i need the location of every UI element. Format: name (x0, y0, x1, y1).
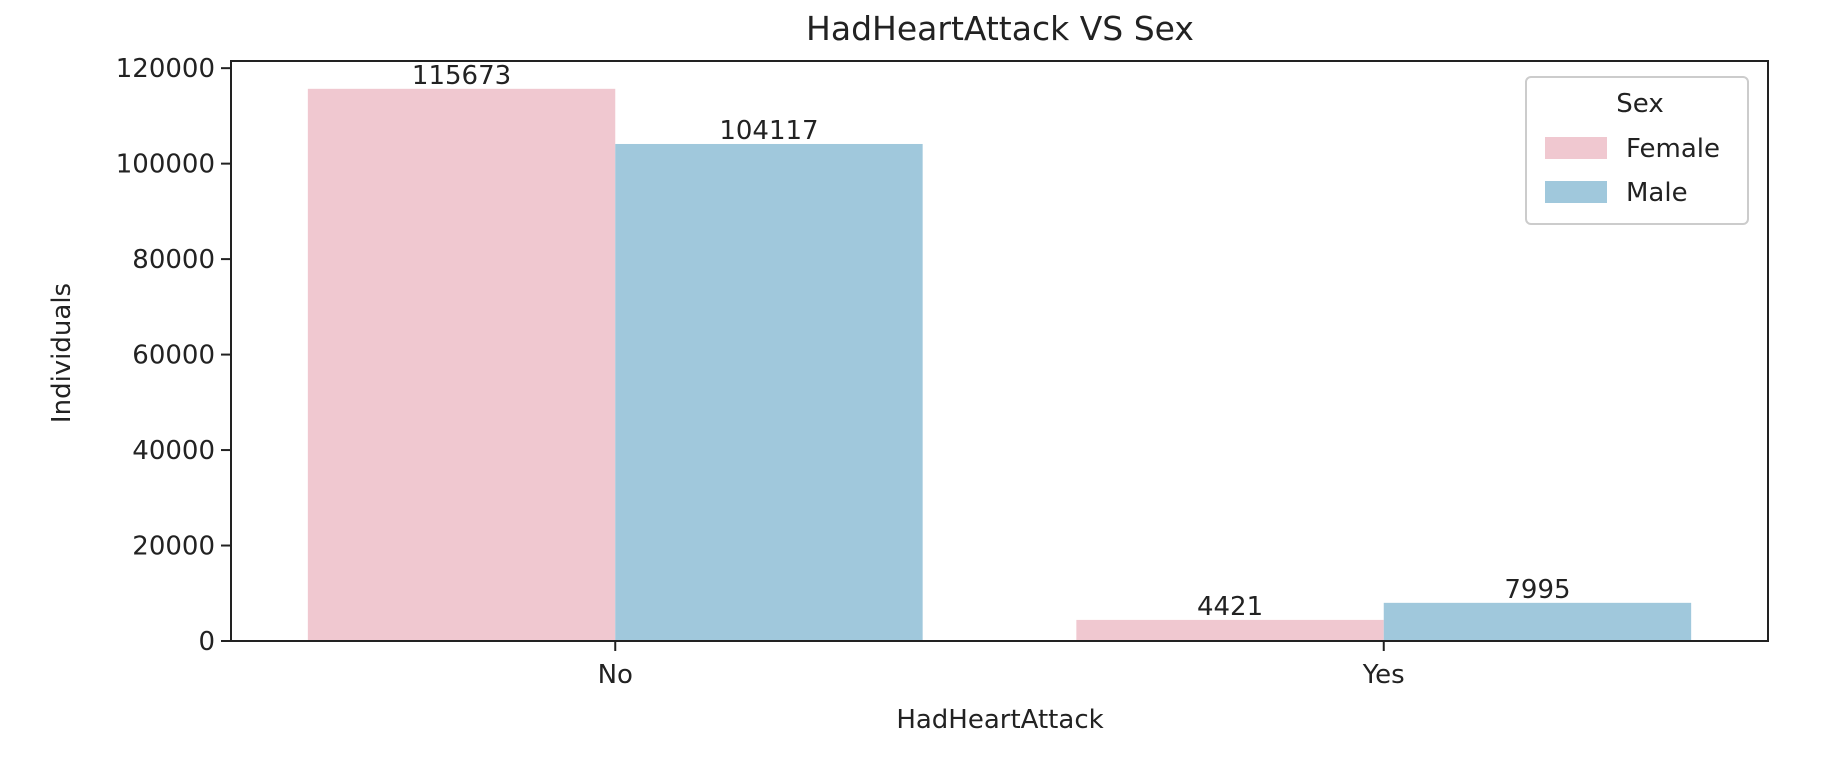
legend-label-female: Female (1626, 134, 1720, 164)
y-tick-label: 80000 (132, 245, 215, 275)
bar-male-yes (1383, 602, 1692, 641)
data-label-male-yes: 7995 (1504, 575, 1570, 605)
data-labels-layer: 115673 4421 104117 7995 (412, 61, 1571, 622)
data-label-female-no: 115673 (412, 61, 511, 91)
bars-layer (307, 88, 1692, 641)
legend: Sex Female Male (1525, 76, 1749, 225)
legend-label-male: Male (1626, 178, 1688, 208)
legend-items: Female Male (1545, 134, 1720, 208)
bar-male-no (615, 143, 923, 641)
y-tick-label: 100000 (116, 150, 215, 180)
y-tick-label: 0 (198, 627, 215, 657)
legend-swatch-male (1545, 181, 1607, 203)
x-axis: No Yes (598, 641, 1405, 690)
y-tick-label: 40000 (132, 436, 215, 466)
bar-female-yes (1076, 619, 1384, 641)
y-tick-label: 60000 (132, 341, 215, 371)
legend-title: Sex (1616, 89, 1663, 119)
y-axis-label: Individuals (47, 283, 77, 423)
plot-frame (230, 60, 1769, 642)
y-tick-label: 20000 (132, 532, 215, 562)
x-tick-label-yes: Yes (1362, 660, 1405, 690)
x-tick-label-no: No (598, 660, 633, 690)
data-label-male-no: 104117 (719, 116, 818, 146)
data-label-female-yes: 4421 (1197, 592, 1263, 622)
bar-female-no (307, 88, 616, 641)
chart-title: HadHeartAttack VS Sex (806, 9, 1194, 48)
x-axis-label: HadHeartAttack (896, 705, 1103, 735)
y-axis: 0 20000 40000 60000 80000 100000 120000 (116, 54, 231, 657)
y-tick-label: 120000 (116, 54, 215, 84)
legend-swatch-female (1545, 137, 1607, 159)
